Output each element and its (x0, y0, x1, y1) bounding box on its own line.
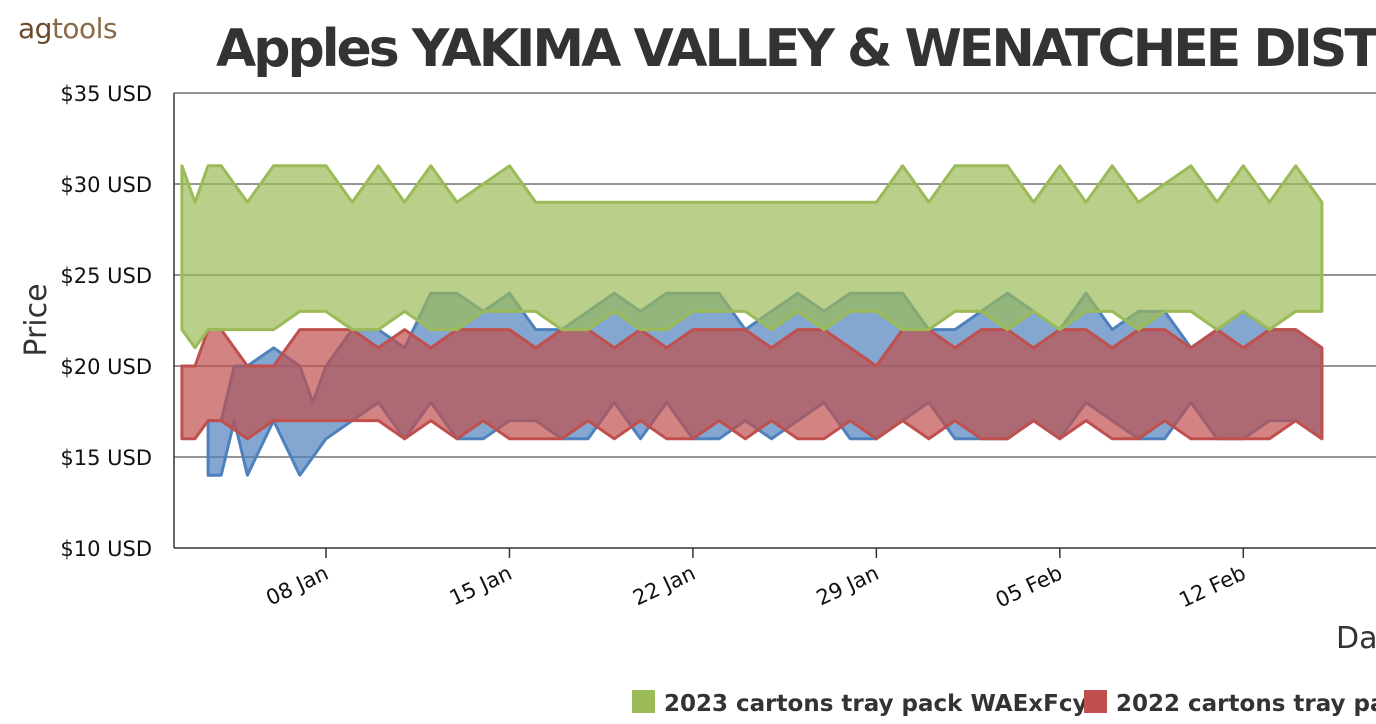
legend-label: 2023 cartons tray pack WAExFcy (664, 691, 1087, 717)
x-tick-label: 08 Jan (262, 561, 332, 611)
y-tick-label: $35 USD (60, 82, 152, 106)
legend-swatch (632, 690, 655, 713)
legend-swatch (1084, 690, 1107, 713)
y-tick-label: $20 USD (60, 355, 152, 379)
x-tick-label: 29 Jan (813, 561, 883, 611)
chart-series-areas (180, 164, 1324, 477)
agtools-logo: agtools (18, 12, 118, 45)
chart-axes (173, 93, 1376, 558)
y-tick-labels: $10 USD $15 USD $20 USD $25 USD $30 USD $35 U… (60, 82, 152, 561)
y-tick-label: $25 USD (60, 264, 152, 288)
legend-label: 2022 cartons tray pac (1116, 691, 1376, 717)
y-tick-label: $15 USD (60, 446, 152, 470)
x-tick-label: 15 Jan (446, 561, 516, 611)
y-tick-label: $30 USD (60, 173, 152, 197)
x-tick-labels: 08 Jan 15 Jan 22 Jan 29 Jan 05 Feb 12 Feb (262, 561, 1249, 613)
logo-part-tools: tools (51, 12, 118, 45)
x-axis-label: Da (1336, 621, 1376, 656)
x-tick-label: 05 Feb (992, 561, 1066, 613)
x-tick-label: 12 Feb (1175, 561, 1249, 613)
chart-title: Apples YAKIMA VALLEY & WENATCHEE DISTRIC… (216, 19, 1376, 79)
series-area-2 (180, 164, 1324, 350)
chart-legend: 2023 cartons tray pack WAExFcy 2022 carto… (632, 690, 1376, 717)
logo-part-ag: ag (18, 12, 52, 45)
y-axis-label: Price (19, 283, 54, 356)
x-tick-label: 22 Jan (629, 561, 699, 611)
y-tick-label: $10 USD (60, 537, 152, 561)
series-area-1 (180, 328, 1324, 441)
